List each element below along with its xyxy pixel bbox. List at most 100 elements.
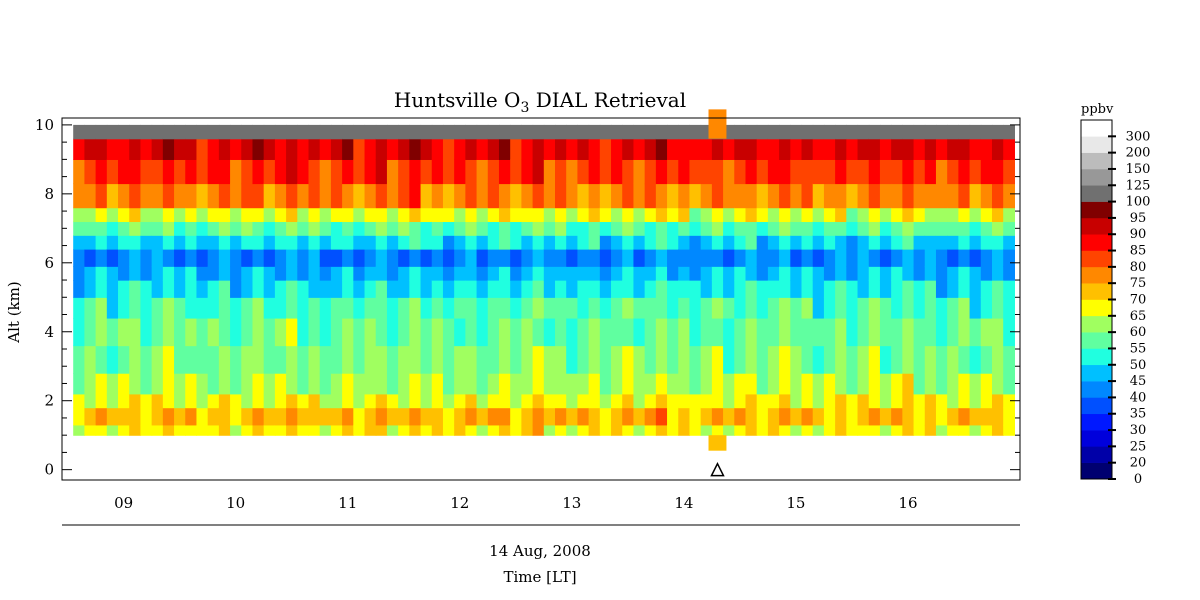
heatmap-cell bbox=[230, 266, 242, 281]
heatmap-cell bbox=[73, 138, 85, 160]
heatmap-cell bbox=[779, 124, 791, 140]
heatmap-cell bbox=[689, 297, 702, 319]
colorbar-swatch bbox=[1081, 413, 1112, 431]
heatmap-cell bbox=[420, 183, 433, 209]
heatmap-cell bbox=[185, 424, 198, 436]
heatmap-cell bbox=[118, 424, 130, 436]
heatmap-cell bbox=[308, 373, 321, 395]
heatmap-cell bbox=[689, 373, 702, 395]
heatmap-cell bbox=[812, 424, 825, 436]
heatmap-cell bbox=[95, 235, 108, 250]
heatmap-cell bbox=[543, 407, 556, 426]
heatmap-cell bbox=[521, 183, 534, 209]
heatmap-cell bbox=[386, 124, 399, 140]
heatmap-cell bbox=[902, 266, 915, 281]
heatmap-cell bbox=[588, 345, 601, 374]
heatmap-cell bbox=[174, 235, 186, 250]
heatmap-cell bbox=[913, 345, 926, 374]
heatmap-cell bbox=[218, 159, 231, 185]
heatmap-cell bbox=[140, 297, 153, 319]
heatmap-cell bbox=[700, 280, 713, 298]
y-tick-label: 2 bbox=[44, 392, 54, 410]
heatmap-cell bbox=[476, 207, 489, 223]
heatmap-cell bbox=[118, 235, 130, 250]
heatmap-cell bbox=[364, 266, 377, 281]
heatmap-cell bbox=[286, 249, 298, 267]
heatmap-cell bbox=[801, 407, 814, 426]
heatmap-cell bbox=[162, 280, 175, 298]
heatmap-cell bbox=[812, 393, 825, 409]
heatmap-cell bbox=[297, 424, 310, 436]
heatmap-cell bbox=[498, 249, 511, 267]
heatmap-cell bbox=[577, 345, 590, 374]
heatmap-cell bbox=[442, 138, 455, 160]
heatmap-cell bbox=[734, 266, 747, 281]
heatmap-cell bbox=[723, 266, 735, 281]
heatmap-cell bbox=[935, 207, 948, 223]
heatmap-cell bbox=[588, 266, 601, 281]
heatmap-cell bbox=[375, 138, 388, 160]
heatmap-cell bbox=[801, 249, 814, 267]
heatmap-cell bbox=[263, 235, 276, 250]
heatmap-cell bbox=[700, 373, 713, 395]
heatmap-cell bbox=[84, 297, 97, 319]
heatmap-cell bbox=[891, 393, 903, 409]
heatmap-cell bbox=[991, 159, 1004, 185]
heatmap-cell bbox=[73, 280, 85, 298]
heatmap-cell bbox=[924, 280, 937, 298]
heatmap-cell bbox=[454, 317, 466, 347]
heatmap-cell bbox=[151, 124, 164, 140]
heatmap-cell bbox=[644, 393, 657, 409]
colorbar-label: 0 bbox=[1134, 472, 1142, 487]
colorbar-label: 45 bbox=[1130, 374, 1147, 389]
heatmap-cell bbox=[790, 297, 803, 319]
heatmap-cell bbox=[286, 345, 298, 374]
heatmap-cell bbox=[84, 407, 97, 426]
heatmap-cell bbox=[386, 138, 399, 160]
heatmap-cell bbox=[812, 280, 825, 298]
heatmap-cell bbox=[868, 424, 881, 436]
heatmap-cell bbox=[823, 297, 836, 319]
heatmap-cell bbox=[375, 207, 388, 223]
heatmap-cell bbox=[622, 266, 635, 281]
heatmap-cell bbox=[902, 345, 915, 374]
heatmap-cell bbox=[297, 124, 310, 140]
heatmap-cell bbox=[274, 138, 287, 160]
heatmap-cell bbox=[812, 297, 825, 319]
heatmap-cell bbox=[308, 159, 321, 185]
heatmap-cell bbox=[476, 249, 489, 267]
heatmap-cell bbox=[868, 207, 881, 223]
heatmap-cell bbox=[633, 280, 646, 298]
heatmap-cell bbox=[577, 407, 590, 426]
heatmap-cell bbox=[95, 207, 108, 223]
heatmap-cell bbox=[857, 207, 870, 223]
x-tick-label: 14 bbox=[674, 494, 693, 512]
heatmap-cell bbox=[723, 221, 735, 236]
heatmap-cell bbox=[487, 138, 500, 160]
heatmap-cell bbox=[902, 183, 915, 209]
heatmap-cell bbox=[230, 345, 242, 374]
heatmap-cell bbox=[566, 393, 579, 409]
heatmap-cell bbox=[857, 393, 870, 409]
heatmap-cell bbox=[342, 407, 354, 426]
heatmap-cell bbox=[431, 207, 444, 223]
heatmap-cell bbox=[375, 159, 388, 185]
heatmap-cell bbox=[655, 393, 668, 409]
heatmap-cell bbox=[823, 317, 836, 347]
heatmap-cell bbox=[431, 373, 444, 395]
heatmap-cell bbox=[924, 424, 937, 436]
heatmap-cell bbox=[510, 373, 522, 395]
heatmap-cell bbox=[689, 207, 702, 223]
heatmap-cell bbox=[409, 317, 422, 347]
heatmap-cell bbox=[622, 407, 635, 426]
heatmap-cell bbox=[779, 159, 791, 185]
heatmap-cell bbox=[958, 266, 971, 281]
heatmap-cell bbox=[644, 345, 657, 374]
heatmap-cell bbox=[846, 297, 859, 319]
heatmap-cell bbox=[891, 373, 903, 395]
heatmap-cell bbox=[442, 424, 455, 436]
heatmap-cell bbox=[106, 317, 119, 347]
heatmap-cell bbox=[106, 345, 119, 374]
heatmap-cell bbox=[487, 393, 500, 409]
heatmap-cell bbox=[812, 207, 825, 223]
